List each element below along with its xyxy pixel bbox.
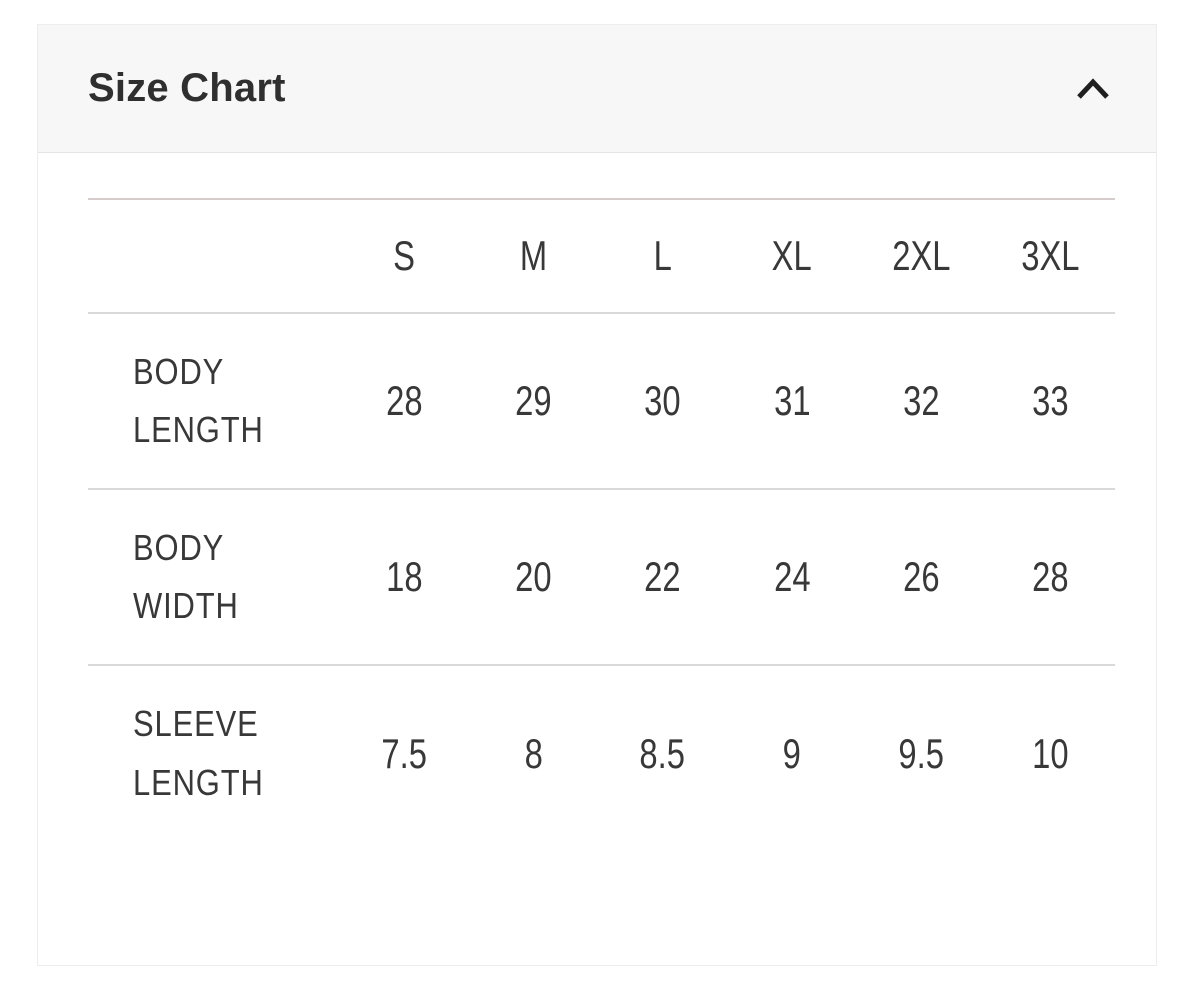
size-value: 33	[1032, 377, 1069, 424]
size-value-cell: 28	[986, 489, 1115, 665]
size-header-row: S M L XL 2XL 3XL	[88, 199, 1115, 313]
size-label: M	[519, 232, 548, 279]
size-value-cell: 10	[986, 665, 1115, 841]
size-column-header: S	[340, 199, 469, 313]
size-value: 26	[902, 553, 940, 600]
size-value-cell: 26	[857, 489, 986, 665]
size-value-cell: 33	[986, 313, 1115, 489]
size-value-cell: 32	[857, 313, 986, 489]
size-column-header: XL	[727, 199, 856, 313]
size-label: 3XL	[1021, 232, 1080, 279]
size-value: 9.5	[898, 729, 944, 777]
size-value: 8	[524, 729, 543, 777]
row-label: SLEEVE LENGTH	[88, 665, 340, 841]
row-label-text: BODY LENGTH	[133, 350, 264, 450]
size-value-cell: 31	[727, 313, 856, 489]
size-value: 31	[773, 377, 811, 424]
size-chart-accordion-header[interactable]: Size Chart	[38, 25, 1156, 153]
size-value-cell: 8	[469, 665, 598, 841]
size-chart-body: S M L XL 2XL 3XL BODY LENGTH 28 29 30 31…	[38, 153, 1156, 841]
size-value: 24	[773, 553, 811, 600]
row-label: BODY LENGTH	[88, 313, 340, 489]
size-label: XL	[771, 232, 812, 279]
size-value-cell: 7.5	[340, 665, 469, 841]
size-value-cell: 22	[598, 489, 727, 665]
size-value-cell: 28	[340, 313, 469, 489]
size-label: S	[393, 232, 416, 279]
panel-title: Size Chart	[88, 66, 286, 110]
size-value-cell: 20	[469, 489, 598, 665]
size-value: 30	[644, 377, 681, 424]
size-value: 9	[782, 729, 801, 777]
row-label: BODY WIDTH	[88, 489, 340, 665]
size-value: 29	[515, 377, 552, 424]
size-value: 28	[386, 377, 423, 424]
size-value-cell: 29	[469, 313, 598, 489]
size-value: 20	[515, 553, 552, 600]
size-value: 18	[386, 553, 423, 600]
size-column-header: M	[469, 199, 598, 313]
size-value-cell: 9.5	[857, 665, 986, 841]
size-chart-panel: Size Chart S M L XL	[37, 24, 1157, 966]
size-column-header: L	[598, 199, 727, 313]
size-value: 7.5	[381, 729, 427, 777]
collapse-button[interactable]	[1076, 77, 1110, 101]
table-row-body-length: BODY LENGTH 28 29 30 31 32 33	[88, 313, 1115, 489]
size-value-cell: 9	[727, 665, 856, 841]
size-label: L	[653, 232, 672, 279]
empty-corner-cell	[88, 199, 340, 313]
size-value: 22	[644, 553, 681, 600]
size-chart-table: S M L XL 2XL 3XL BODY LENGTH 28 29 30 31…	[88, 198, 1115, 841]
size-value-cell: 8.5	[598, 665, 727, 841]
size-value: 10	[1032, 729, 1069, 777]
size-value-cell: 30	[598, 313, 727, 489]
table-row-sleeve-length: SLEEVE LENGTH 7.5 8 8.5 9 9.5 10	[88, 665, 1115, 841]
size-column-header: 2XL	[857, 199, 986, 313]
table-row-body-width: BODY WIDTH 18 20 22 24 26 28	[88, 489, 1115, 665]
size-value: 8.5	[639, 729, 686, 777]
size-value-cell: 24	[727, 489, 856, 665]
row-label-text: SLEEVE LENGTH	[133, 703, 264, 803]
size-column-header: 3XL	[986, 199, 1115, 313]
size-label: 2XL	[891, 232, 951, 279]
row-label-text: BODY WIDTH	[133, 526, 239, 626]
size-value: 32	[902, 377, 940, 424]
chevron-up-icon	[1076, 77, 1110, 101]
size-value-cell: 18	[340, 489, 469, 665]
size-value: 28	[1032, 553, 1069, 600]
